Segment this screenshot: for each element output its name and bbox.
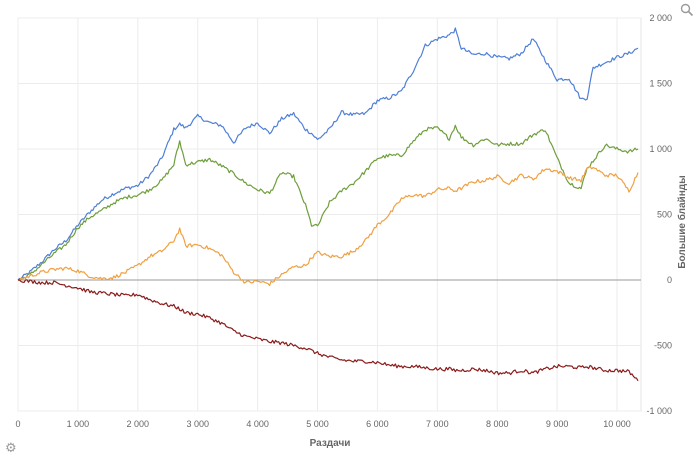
magnifier-icon [680, 3, 694, 17]
grid-lines [17, 17, 642, 412]
y-tick-label: 1 000 [649, 144, 672, 154]
x-tick-label: 5 000 [306, 419, 329, 429]
x-tick-label: 0 [15, 419, 20, 429]
series-line-2 [17, 124, 639, 281]
x-tick-label: 3 000 [186, 419, 209, 429]
x-tick-label: 10 000 [603, 419, 631, 429]
y-tick-label: 0 [667, 275, 672, 285]
y-tick-label: 2 000 [649, 13, 672, 23]
series-line-1 [17, 27, 639, 281]
y-tick-label: -500 [654, 341, 672, 351]
y-tick-label: 500 [657, 210, 672, 220]
x-tick-label: 7 000 [426, 419, 449, 429]
x-tick-label: 1 000 [67, 419, 90, 429]
series-line-4 [18, 279, 639, 382]
x-tick-label: 8 000 [486, 419, 509, 429]
y-tick-label: -1 000 [646, 406, 672, 416]
gear-icon: ⚙ [5, 440, 17, 455]
x-tick-label: 4 000 [246, 419, 269, 429]
zoom-button[interactable] [680, 3, 694, 19]
x-axis-ticks: 0 1 000 2 000 3 000 4 000 5 000 6 000 7 000 8 00… [15, 419, 630, 429]
x-tick-label: 2 000 [127, 419, 150, 429]
x-axis-title: Раздачи [310, 438, 351, 449]
y-axis-ticks: -1 000 -500 0 500 1 000 1 500 2 000 [646, 13, 672, 416]
y-axis-title: Большие блайнды [676, 175, 688, 268]
series-line-3 [17, 165, 639, 287]
x-tick-label: 6 000 [366, 419, 389, 429]
series-lines [17, 27, 639, 382]
y-tick-label: 1 500 [649, 79, 672, 89]
x-tick-label: 9 000 [546, 419, 569, 429]
settings-button[interactable]: ⚙ [5, 441, 17, 454]
